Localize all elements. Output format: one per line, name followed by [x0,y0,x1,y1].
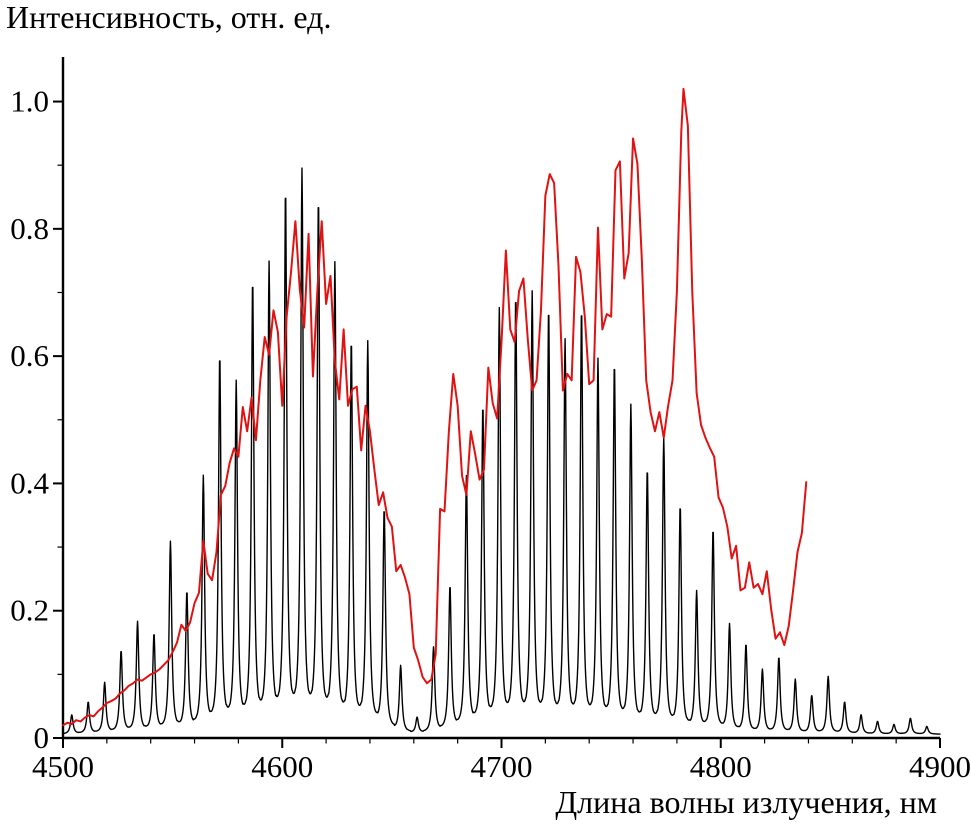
axes: 4500 4600 4700 4800 4900 0 0.2 0.4 0.6 0.8 1.0 [10,57,971,784]
y-tick-label: 0.2 [10,593,49,628]
x-tick-label: 4800 [690,749,752,784]
y-tick-label: 0.8 [10,211,49,246]
laser-line-comb-line [62,167,941,735]
broadband-spectrum-line [62,87,808,727]
y-tick-label: 1.0 [10,84,49,119]
y-tick-label: 0.4 [10,465,49,500]
axis-frame [61,57,940,740]
y-axis-title: Интенсивность, отн. ед. [6,0,331,35]
x-tick-label: 4900 [909,749,971,784]
data-series [62,87,941,735]
x-tick-label: 4700 [471,749,533,784]
y-tick-label: 0 [34,720,50,755]
x-tick-label: 4500 [32,749,94,784]
y-tick-label: 0.6 [10,338,49,373]
x-axis-title: Длина волны излучения, нм [555,784,937,820]
x-tick-label: 4600 [251,749,313,784]
